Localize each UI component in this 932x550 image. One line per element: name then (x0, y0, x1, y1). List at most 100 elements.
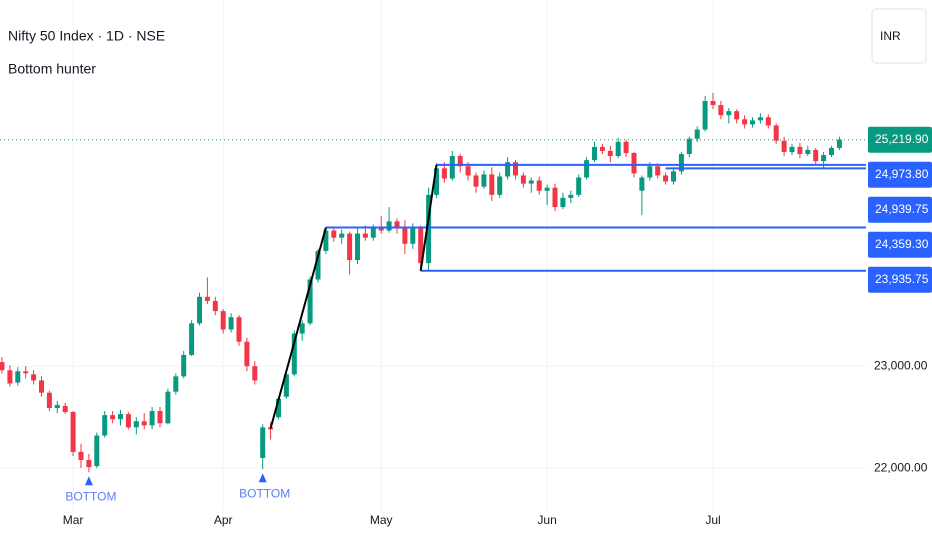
price-badge-label: 23,935.75 (875, 272, 929, 286)
candle-body (449, 156, 455, 179)
candle-body (497, 176, 503, 195)
candle-body (402, 228, 408, 244)
candle-body (133, 421, 139, 428)
candle-body (829, 147, 834, 156)
price-badge (868, 126, 932, 153)
candle-body (797, 146, 803, 155)
candle-body (520, 175, 526, 184)
x-tick-label: Jul (705, 513, 720, 527)
candle-body (599, 146, 605, 151)
candle-body (813, 149, 819, 162)
x-tick-label: Apr (214, 513, 233, 527)
candle-body (331, 230, 337, 238)
candle-body (426, 194, 432, 264)
marker-label: BOTTOM (65, 489, 116, 503)
candle-body (726, 111, 732, 116)
candle-body (94, 435, 100, 467)
candle-body (489, 174, 495, 195)
candle-body (386, 221, 392, 231)
chart-title: Nifty 50 Index · 1D · NSE (8, 28, 165, 44)
price-badge (868, 266, 932, 293)
candle-body (702, 100, 708, 130)
candle-body (434, 168, 439, 195)
candle-body (742, 119, 748, 125)
price-badge-label: 24,939.75 (875, 202, 929, 216)
candle-body (252, 366, 258, 381)
x-tick-label: May (370, 513, 393, 527)
candle-body (584, 160, 590, 178)
price-badge-label: 24,973.80 (875, 167, 929, 181)
candle-body (236, 317, 242, 342)
candle-body (15, 371, 21, 383)
candle-body (157, 411, 163, 424)
indicator-name: Bottom hunter (8, 61, 96, 77)
candle-body (347, 233, 353, 261)
candle-body (481, 174, 487, 187)
candle-body (765, 117, 771, 126)
candle-body (805, 149, 811, 155)
candle-body (757, 117, 763, 121)
candle-body (505, 162, 511, 177)
candle-body (355, 233, 360, 261)
candle-body (655, 166, 661, 176)
candle-body (141, 421, 147, 426)
candle-body (639, 177, 645, 191)
candle-body (552, 187, 558, 208)
candle-body (118, 414, 123, 420)
candle-body (513, 162, 518, 176)
candle-body (465, 166, 471, 176)
candle-body (370, 228, 376, 238)
candle-body (46, 392, 52, 408)
price-badge (868, 231, 932, 258)
currency-label: INR (880, 29, 901, 43)
candle-body (473, 175, 479, 187)
candle-body (734, 111, 740, 120)
price-badge-label: 25,219.90 (875, 132, 929, 146)
candle-body (228, 317, 234, 330)
candle-body (125, 414, 131, 428)
candle-body (212, 300, 218, 312)
candle-body (623, 141, 629, 153)
candle-body (781, 140, 787, 152)
candle-body (576, 177, 582, 195)
candle-body (544, 187, 550, 191)
currency-button[interactable] (871, 8, 927, 64)
candle-body (276, 398, 281, 418)
candle-body (536, 180, 542, 191)
candle-body (378, 228, 384, 231)
x-tick-label: Mar (63, 513, 84, 527)
candle-body (362, 233, 368, 238)
grid (0, 0, 866, 510)
candle-body (173, 376, 179, 392)
candle-body (197, 296, 202, 324)
candle-body (418, 227, 424, 264)
candle-body (39, 380, 44, 393)
candle-body (7, 370, 13, 384)
price-axis: 22,000.00 23,000.00 Mar Apr May Jun Jul 25,219.… (63, 126, 932, 527)
candle-body (0, 362, 5, 371)
candle-body (315, 250, 321, 280)
candle-body (189, 323, 195, 355)
marker-label: BOTTOM (239, 486, 290, 500)
trend-segment (269, 227, 327, 429)
candle-body (244, 341, 250, 367)
candle-body (149, 411, 155, 426)
candle-body (110, 415, 116, 420)
candle-body (181, 354, 187, 377)
candle-body (31, 374, 37, 381)
bottom-marker (84, 476, 93, 486)
candle-body (323, 230, 329, 251)
candle-body (102, 415, 108, 436)
candle-body (70, 412, 76, 452)
x-tick-label: Jun (537, 513, 556, 527)
candle-body (631, 153, 637, 174)
candle-body (789, 146, 795, 152)
bottom-marker (258, 473, 267, 483)
candle-body (592, 146, 597, 161)
candle-body (678, 154, 684, 172)
candle-body (307, 279, 313, 324)
candle-body (607, 150, 613, 157)
candle-body (339, 233, 345, 238)
